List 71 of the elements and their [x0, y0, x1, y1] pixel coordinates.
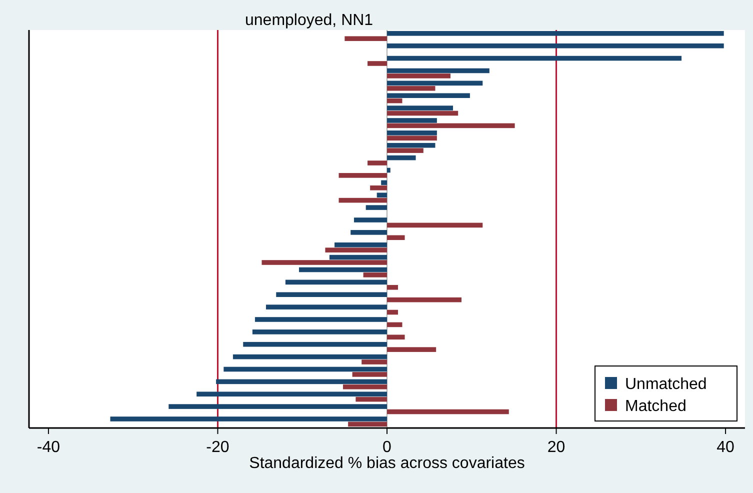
bar [366, 205, 387, 210]
x-tick-label: -40 [36, 439, 60, 456]
bar [387, 235, 405, 240]
bar [376, 192, 387, 198]
bar [196, 392, 387, 397]
bar [224, 366, 387, 372]
x-tick-label: 40 [716, 439, 735, 456]
x-tick-label: -20 [206, 439, 230, 456]
bar [387, 80, 483, 86]
bar [338, 198, 387, 203]
bar [298, 267, 387, 272]
bar [387, 31, 724, 36]
chart-title: unemployed, NN1 [245, 12, 374, 29]
bar [387, 322, 402, 328]
bar [168, 404, 387, 409]
x-tick-label: 20 [547, 439, 566, 456]
bar [387, 148, 424, 153]
bar [387, 86, 436, 91]
bar [387, 409, 509, 414]
bar [387, 310, 398, 315]
bar [387, 222, 483, 228]
bar [387, 93, 470, 98]
bar [285, 280, 387, 285]
bar [338, 173, 387, 178]
bar [368, 61, 387, 66]
x-tick-label: 0 [382, 439, 392, 456]
bar [243, 342, 387, 347]
bar [344, 36, 387, 42]
x-axis-title: Standardized % bias across covariates [249, 455, 525, 472]
bar [387, 284, 398, 290]
bar [387, 347, 436, 352]
bar [254, 317, 387, 322]
bar [252, 330, 387, 334]
bar [387, 43, 724, 48]
bar [276, 292, 387, 298]
bar [387, 142, 436, 148]
bar [387, 106, 454, 110]
bar [387, 74, 450, 78]
bar [368, 160, 387, 166]
bar [362, 360, 387, 364]
bar [387, 110, 458, 116]
bar [325, 248, 387, 252]
bar [387, 168, 390, 173]
bar [387, 334, 405, 340]
bar [370, 185, 387, 190]
bar [266, 304, 387, 310]
bar [387, 130, 437, 136]
bar [342, 384, 387, 390]
bar [348, 422, 387, 427]
bar [350, 230, 387, 235]
bar [387, 136, 437, 141]
bar [356, 396, 387, 402]
bar [381, 180, 387, 186]
bar [110, 416, 387, 422]
bar [354, 218, 387, 222]
bar [216, 379, 387, 384]
legend-label: Unmatched [625, 376, 707, 393]
bar [262, 260, 387, 265]
bar [232, 354, 387, 360]
bar [387, 123, 515, 128]
bar [363, 272, 387, 278]
bar [352, 372, 387, 377]
bar [387, 56, 682, 61]
legend-label: Matched [625, 398, 686, 415]
bar [387, 155, 416, 160]
bar [387, 297, 462, 302]
bar [387, 68, 490, 74]
bar [387, 118, 437, 123]
bar [334, 242, 387, 248]
bar [387, 98, 402, 104]
bar [329, 254, 387, 260]
